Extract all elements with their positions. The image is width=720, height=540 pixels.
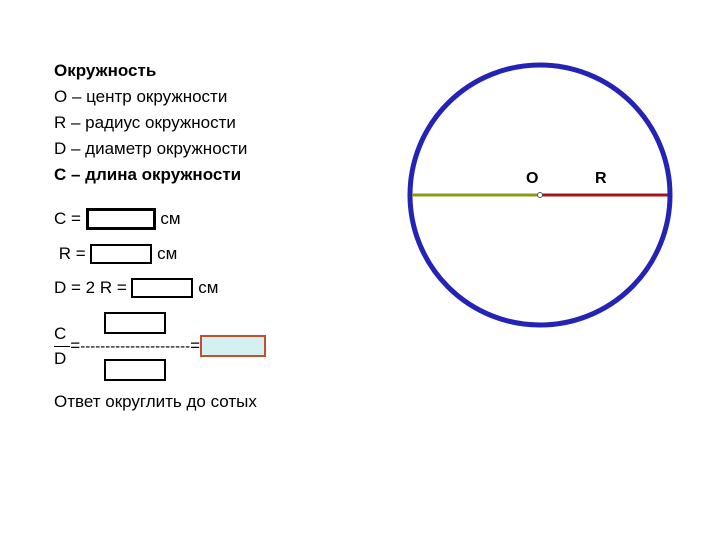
diagram-label-o: О — [526, 170, 538, 187]
dashes: ---------------------- — [80, 338, 190, 355]
fraction-denominator: D — [54, 347, 70, 369]
def-c: С – длина окружности — [54, 164, 394, 187]
diagram-label-r: R — [595, 170, 607, 187]
fraction-boxes: ---------------------- — [80, 312, 190, 381]
formula-r: R = см — [54, 244, 394, 264]
c-input-box[interactable] — [86, 208, 156, 230]
eq2: = — [190, 336, 200, 356]
c-unit: см — [156, 209, 181, 229]
title: Окружность — [54, 60, 394, 83]
result-box[interactable] — [200, 335, 266, 357]
def-o: О – центр окружности — [54, 86, 394, 109]
fraction-numerator: С — [54, 324, 70, 347]
text-panel: Окружность О – центр окружности R – ради… — [54, 60, 394, 417]
ratio-den-box[interactable] — [104, 359, 166, 381]
formula-d: D = 2 R = см — [54, 278, 394, 298]
r-input-box[interactable] — [90, 244, 152, 264]
def-r: R – радиус окружности — [54, 112, 394, 135]
rounding-note: Ответ округлить до сотых — [54, 391, 394, 414]
circle-diagram: ОR — [390, 45, 690, 345]
def-d: D – диаметр окружности — [54, 138, 394, 161]
r-unit: см — [152, 244, 177, 264]
r-eq-label: R = — [54, 244, 90, 264]
d-eq-label: D = 2 R = — [54, 278, 131, 298]
eq1: = — [70, 336, 80, 356]
c-eq-label: С = — [54, 209, 86, 229]
formula-ratio: С D = ---------------------- = — [54, 312, 394, 381]
fraction-c-over-d: С D — [54, 324, 70, 369]
formula-c: С = см — [54, 208, 394, 230]
d-input-box[interactable] — [131, 278, 193, 298]
d-unit: см — [193, 278, 218, 298]
ratio-num-box[interactable] — [104, 312, 166, 334]
